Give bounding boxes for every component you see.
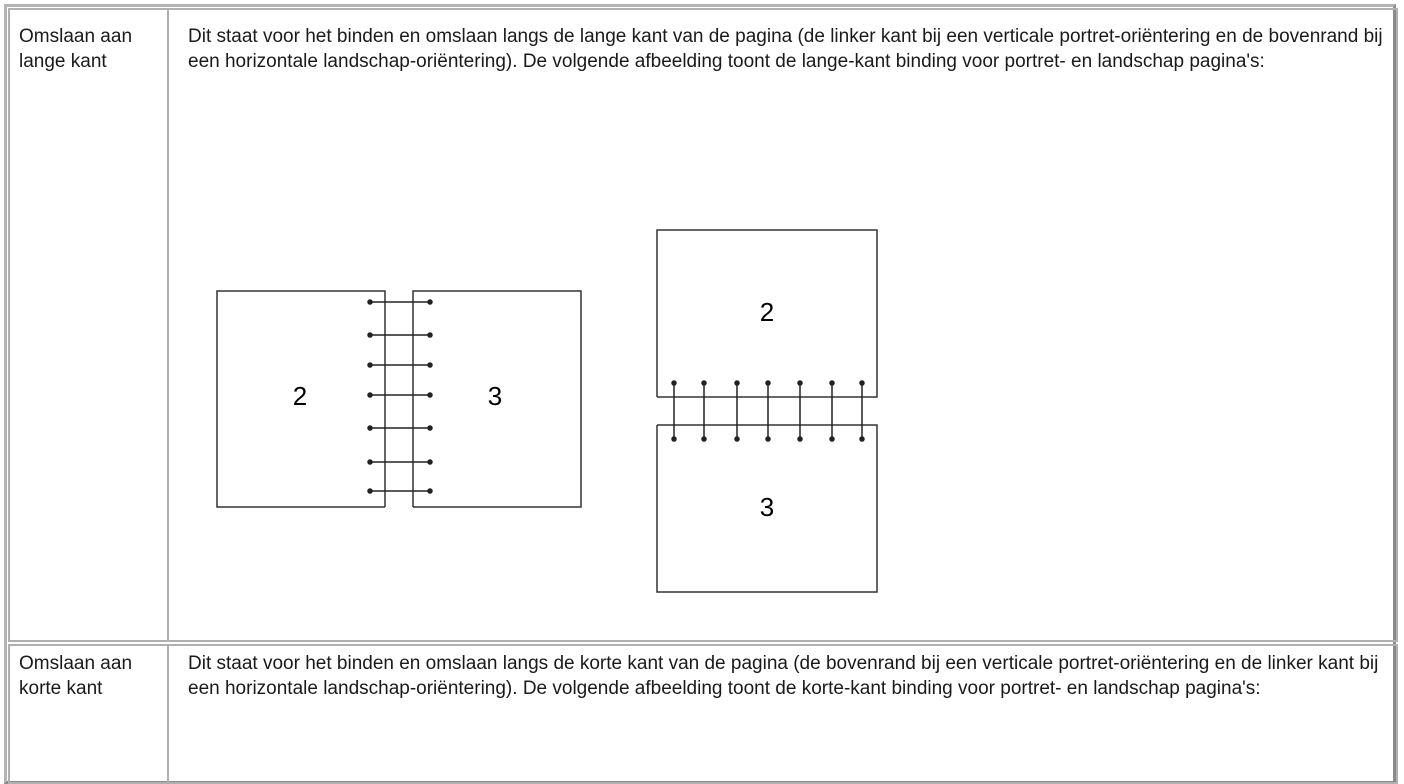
stitch (765, 436, 771, 442)
stitch (367, 488, 373, 494)
stitch (829, 436, 835, 442)
stitch (859, 436, 865, 442)
stitch (671, 380, 677, 386)
page: Omslaan aan lange kant Dit staat voor he… (4, 4, 1398, 784)
stitch (427, 459, 433, 465)
stitch (367, 362, 373, 368)
page-number: 2 (760, 297, 774, 327)
stitch (427, 392, 433, 398)
stitch (829, 380, 835, 386)
stitch (701, 436, 707, 442)
description-cell (167, 8, 1398, 642)
stitch (671, 436, 677, 442)
description: Dit staat voor het binden en omslaan lan… (188, 26, 1383, 72)
stitch (701, 380, 707, 386)
page-number: 2 (293, 381, 307, 411)
stitch (367, 392, 373, 398)
term: Omslaan aan korte kant (19, 653, 133, 699)
binding-figure: 2 3 2 3 (216, 229, 878, 593)
stitch (367, 299, 373, 305)
stitch (427, 488, 433, 494)
stitch (367, 425, 373, 431)
stitch (427, 299, 433, 305)
term: Omslaan aan lange kant (19, 26, 133, 72)
stitch (797, 436, 803, 442)
stitch (797, 380, 803, 386)
stitch (734, 380, 740, 386)
page-number: 3 (488, 381, 502, 411)
stitch (427, 332, 433, 338)
description: Dit staat voor het binden en omslaan lan… (188, 653, 1379, 699)
stitch (427, 425, 433, 431)
stitch (734, 436, 740, 442)
stitch (765, 380, 771, 386)
stitch (367, 332, 373, 338)
page-number: 3 (760, 492, 774, 522)
stitch (859, 380, 865, 386)
stitch (427, 362, 433, 368)
stitch (367, 459, 373, 465)
